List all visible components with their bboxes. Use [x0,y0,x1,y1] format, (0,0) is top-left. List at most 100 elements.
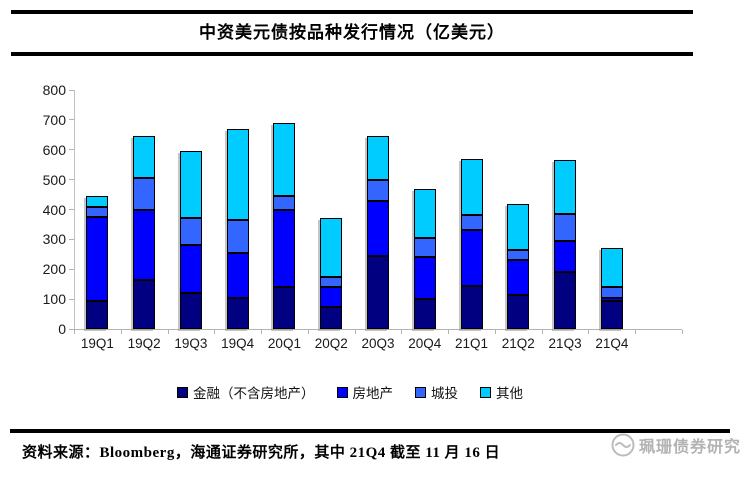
y-axis-label: 400 [42,201,66,218]
bar-segment [226,297,249,329]
stacked-bar [460,158,483,329]
bar-segment [320,218,343,277]
x-axis-label: 20Q4 [408,336,442,351]
watermark: 珮珊债券研究 [610,432,741,458]
stacked-bar [86,196,109,329]
y-axis-label: 500 [42,171,66,188]
x-axis-label: 20Q3 [361,336,395,351]
bar-segment [413,257,436,300]
title-top-rule [11,10,693,14]
x-axis-tick [307,330,309,334]
bar-segment [600,300,623,329]
chart-legend: 金融（不含房地产） 房地产 城投 其他 [10,382,690,402]
title-bottom-rule [11,52,693,56]
y-axis-label: 200 [42,261,66,278]
bar-segment [507,249,530,261]
bar-segment [320,287,343,307]
legend-swatch [177,386,188,398]
legend-label: 金融（不含房地产） [193,386,315,401]
bar-segment [86,206,109,217]
bar-segment [600,248,623,288]
x-axis-tick [541,330,543,334]
bar-segment [226,219,249,253]
y-axis-tick [69,89,74,91]
bar-segment [179,218,202,246]
bar-segment [554,214,577,241]
bar-segment [273,209,296,288]
watermark-logo-icon [611,433,635,457]
bar-segment [367,179,389,201]
x-axis-tick [354,330,356,334]
bar-segment [507,203,530,250]
stacked-bar [413,188,436,329]
stacked-bar [179,151,202,329]
legend-label: 城投 [431,386,458,401]
stacked-bar-chart: 0 100 200 300 400 500 600 700 800 19Q1 19Q2 19Q3 19Q… [43,82,683,351]
x-axis-tick [120,330,122,334]
bar-segment [273,196,296,210]
bar-segment [413,188,436,238]
y-axis-line [74,90,75,329]
bar-segment [413,237,436,258]
bar-segment [86,216,109,301]
y-axis-tick [69,149,74,151]
stacked-bar [507,203,530,329]
x-axis-label: 21Q3 [548,336,582,351]
x-axis-label: 21Q1 [455,336,489,351]
bar-segment [460,215,483,231]
bar-segment [320,306,343,329]
legend-item: 城投 [415,382,458,402]
x-axis-tick [261,330,263,334]
x-axis-tick [74,330,75,334]
bar-segment [273,122,296,197]
stacked-bar [554,160,577,329]
x-axis-line [74,329,682,330]
y-axis-label: 600 [42,141,66,158]
stacked-bar [226,128,249,329]
legend-swatch [415,386,426,398]
bar-segment [133,279,156,329]
x-axis-tick [167,330,169,334]
y-axis-label: 300 [42,231,66,248]
stacked-bar [320,218,343,329]
bar-segment [320,276,343,288]
x-axis-label: 19Q2 [127,336,161,351]
x-axis-label: 21Q4 [595,336,629,351]
legend-item: 金融（不含房地产） [177,382,315,402]
x-axis-tick [494,330,496,334]
bar-segment [86,196,109,207]
bar-segment [507,294,530,329]
y-axis-tick [69,179,74,181]
bar-segment [600,297,623,301]
y-axis-label: 700 [42,111,66,128]
x-axis-tick [682,330,683,334]
y-axis-tick [69,238,74,240]
y-axis-label: 0 [58,321,66,337]
x-axis-tick [214,330,216,334]
chart-title: 中资美元债按品种发行情况（亿美元） [199,23,505,42]
bar-segment [133,178,156,210]
legend-label: 其他 [496,386,523,401]
stacked-bar [600,248,623,329]
bar-segment [507,260,530,295]
x-axis-tick [588,330,590,334]
legend-item: 其他 [480,382,523,402]
y-axis-tick [69,328,74,330]
bar-segment [179,245,202,294]
stacked-bar [367,136,389,329]
y-axis-label: 100 [42,291,66,308]
bar-segment [273,287,296,329]
bar-segment [367,136,389,180]
x-axis-tick [635,330,637,334]
bar-segment [600,287,623,298]
bar-segment [86,300,109,329]
bar-segment [226,252,249,298]
x-axis-label: 21Q2 [501,336,535,351]
x-axis-label: 19Q1 [80,336,114,351]
y-axis-label: 800 [42,82,66,98]
y-axis-tick [69,119,74,121]
legend-swatch [480,386,491,398]
x-axis-tick [401,330,403,334]
y-axis-tick [69,268,74,270]
